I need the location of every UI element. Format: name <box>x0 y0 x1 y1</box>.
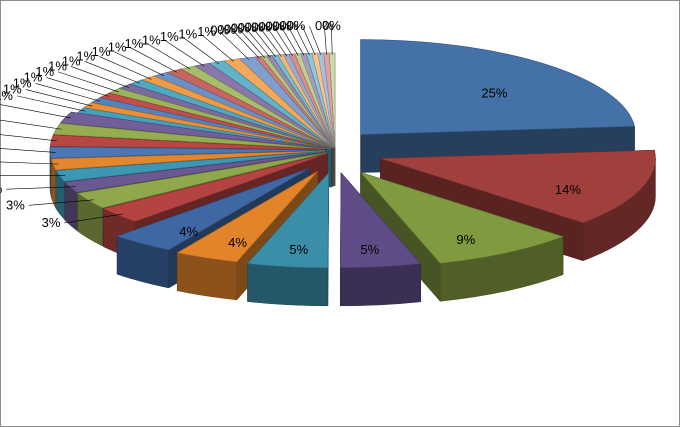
leader-line-14 <box>0 134 57 142</box>
data-label-18: 1% <box>3 82 22 97</box>
leader-line-34 <box>246 29 271 58</box>
data-label-39: 0% <box>259 19 278 34</box>
data-label-28: 1% <box>142 32 161 47</box>
data-label-45: 0% <box>322 18 341 33</box>
leader-line-39 <box>281 26 299 56</box>
data-label-24: 1% <box>76 48 95 63</box>
data-label-32: 0% <box>210 23 229 38</box>
data-label-22: 1% <box>48 58 67 73</box>
leader-line-45 <box>331 25 333 55</box>
data-label-33: 0% <box>217 22 236 37</box>
pie-slice-4 <box>339 172 422 307</box>
leader-line-18 <box>25 89 93 107</box>
leader-line-20 <box>46 77 110 97</box>
leader-line-21 <box>58 71 119 93</box>
leader-line-9 <box>28 199 94 206</box>
data-label-8: 3% <box>42 215 61 230</box>
data-label-20: 1% <box>24 70 43 85</box>
leader-line-32 <box>232 30 260 59</box>
data-label-9: 3% <box>6 197 25 212</box>
data-label-6: 4% <box>228 235 247 250</box>
data-label-40: 0% <box>266 19 285 34</box>
data-label-26: 1% <box>108 40 127 55</box>
leader-line-43 <box>309 25 322 55</box>
leader-line-17 <box>16 95 86 112</box>
leader-line-22 <box>70 66 129 88</box>
data-label-43: 0% <box>287 18 306 33</box>
leader-line-36 <box>260 28 282 57</box>
pie-slice-5 <box>246 172 329 307</box>
leader-line-42 <box>302 26 316 56</box>
data-label-37: 0% <box>245 20 264 35</box>
data-label-2: 14% <box>555 182 581 197</box>
leader-line-23 <box>84 61 140 84</box>
data-label-17: 1% <box>0 88 13 103</box>
data-label-3: 9% <box>456 232 475 247</box>
leader-line-8 <box>64 213 123 224</box>
leader-line-16 <box>0 104 71 119</box>
leader-line-30 <box>200 34 234 62</box>
leader-line-13 <box>0 148 56 153</box>
data-label-38: 0% <box>252 19 271 34</box>
leader-line-33 <box>239 29 266 59</box>
leader-line-12 <box>0 161 59 165</box>
leader-line-31 <box>219 31 250 60</box>
data-label-5: 5% <box>289 242 308 257</box>
data-label-35: 0% <box>231 21 250 36</box>
data-label-27: 1% <box>125 36 144 51</box>
leader-line-41 <box>295 26 310 56</box>
data-label-25: 1% <box>92 44 111 59</box>
data-label-1: 25% <box>481 86 507 101</box>
data-label-10: 2% <box>0 181 3 196</box>
data-label-36: 0% <box>238 20 257 35</box>
leader-line-24 <box>99 56 152 80</box>
leader-line-25 <box>114 51 164 76</box>
data-label-4: 5% <box>360 242 379 257</box>
data-label-29: 1% <box>160 29 179 44</box>
leader-line-27 <box>147 43 191 70</box>
data-label-31: 1% <box>197 24 216 39</box>
data-label-34: 0% <box>224 21 243 36</box>
leader-line-28 <box>164 40 205 67</box>
leader-line-38 <box>274 27 293 57</box>
pie-slice-3 <box>359 171 564 302</box>
data-label-19: 1% <box>13 75 32 90</box>
leader-line-10 <box>6 186 76 190</box>
data-label-30: 1% <box>178 26 197 41</box>
leader-line-37 <box>267 27 288 57</box>
data-label-41: 0% <box>273 18 292 33</box>
data-label-21: 1% <box>35 64 54 79</box>
data-label-7: 4% <box>179 224 198 239</box>
leader-line-26 <box>130 47 177 73</box>
leader-line-19 <box>35 83 101 102</box>
leader-line-35 <box>253 28 277 58</box>
leader-line-29 <box>182 36 219 64</box>
leader-line-15 <box>0 119 62 130</box>
leader-line-40 <box>288 26 305 56</box>
leader-line-44 <box>324 25 327 55</box>
data-label-23: 1% <box>62 53 81 68</box>
data-label-44: 0% <box>315 18 334 33</box>
data-label-42: 0% <box>280 18 299 33</box>
